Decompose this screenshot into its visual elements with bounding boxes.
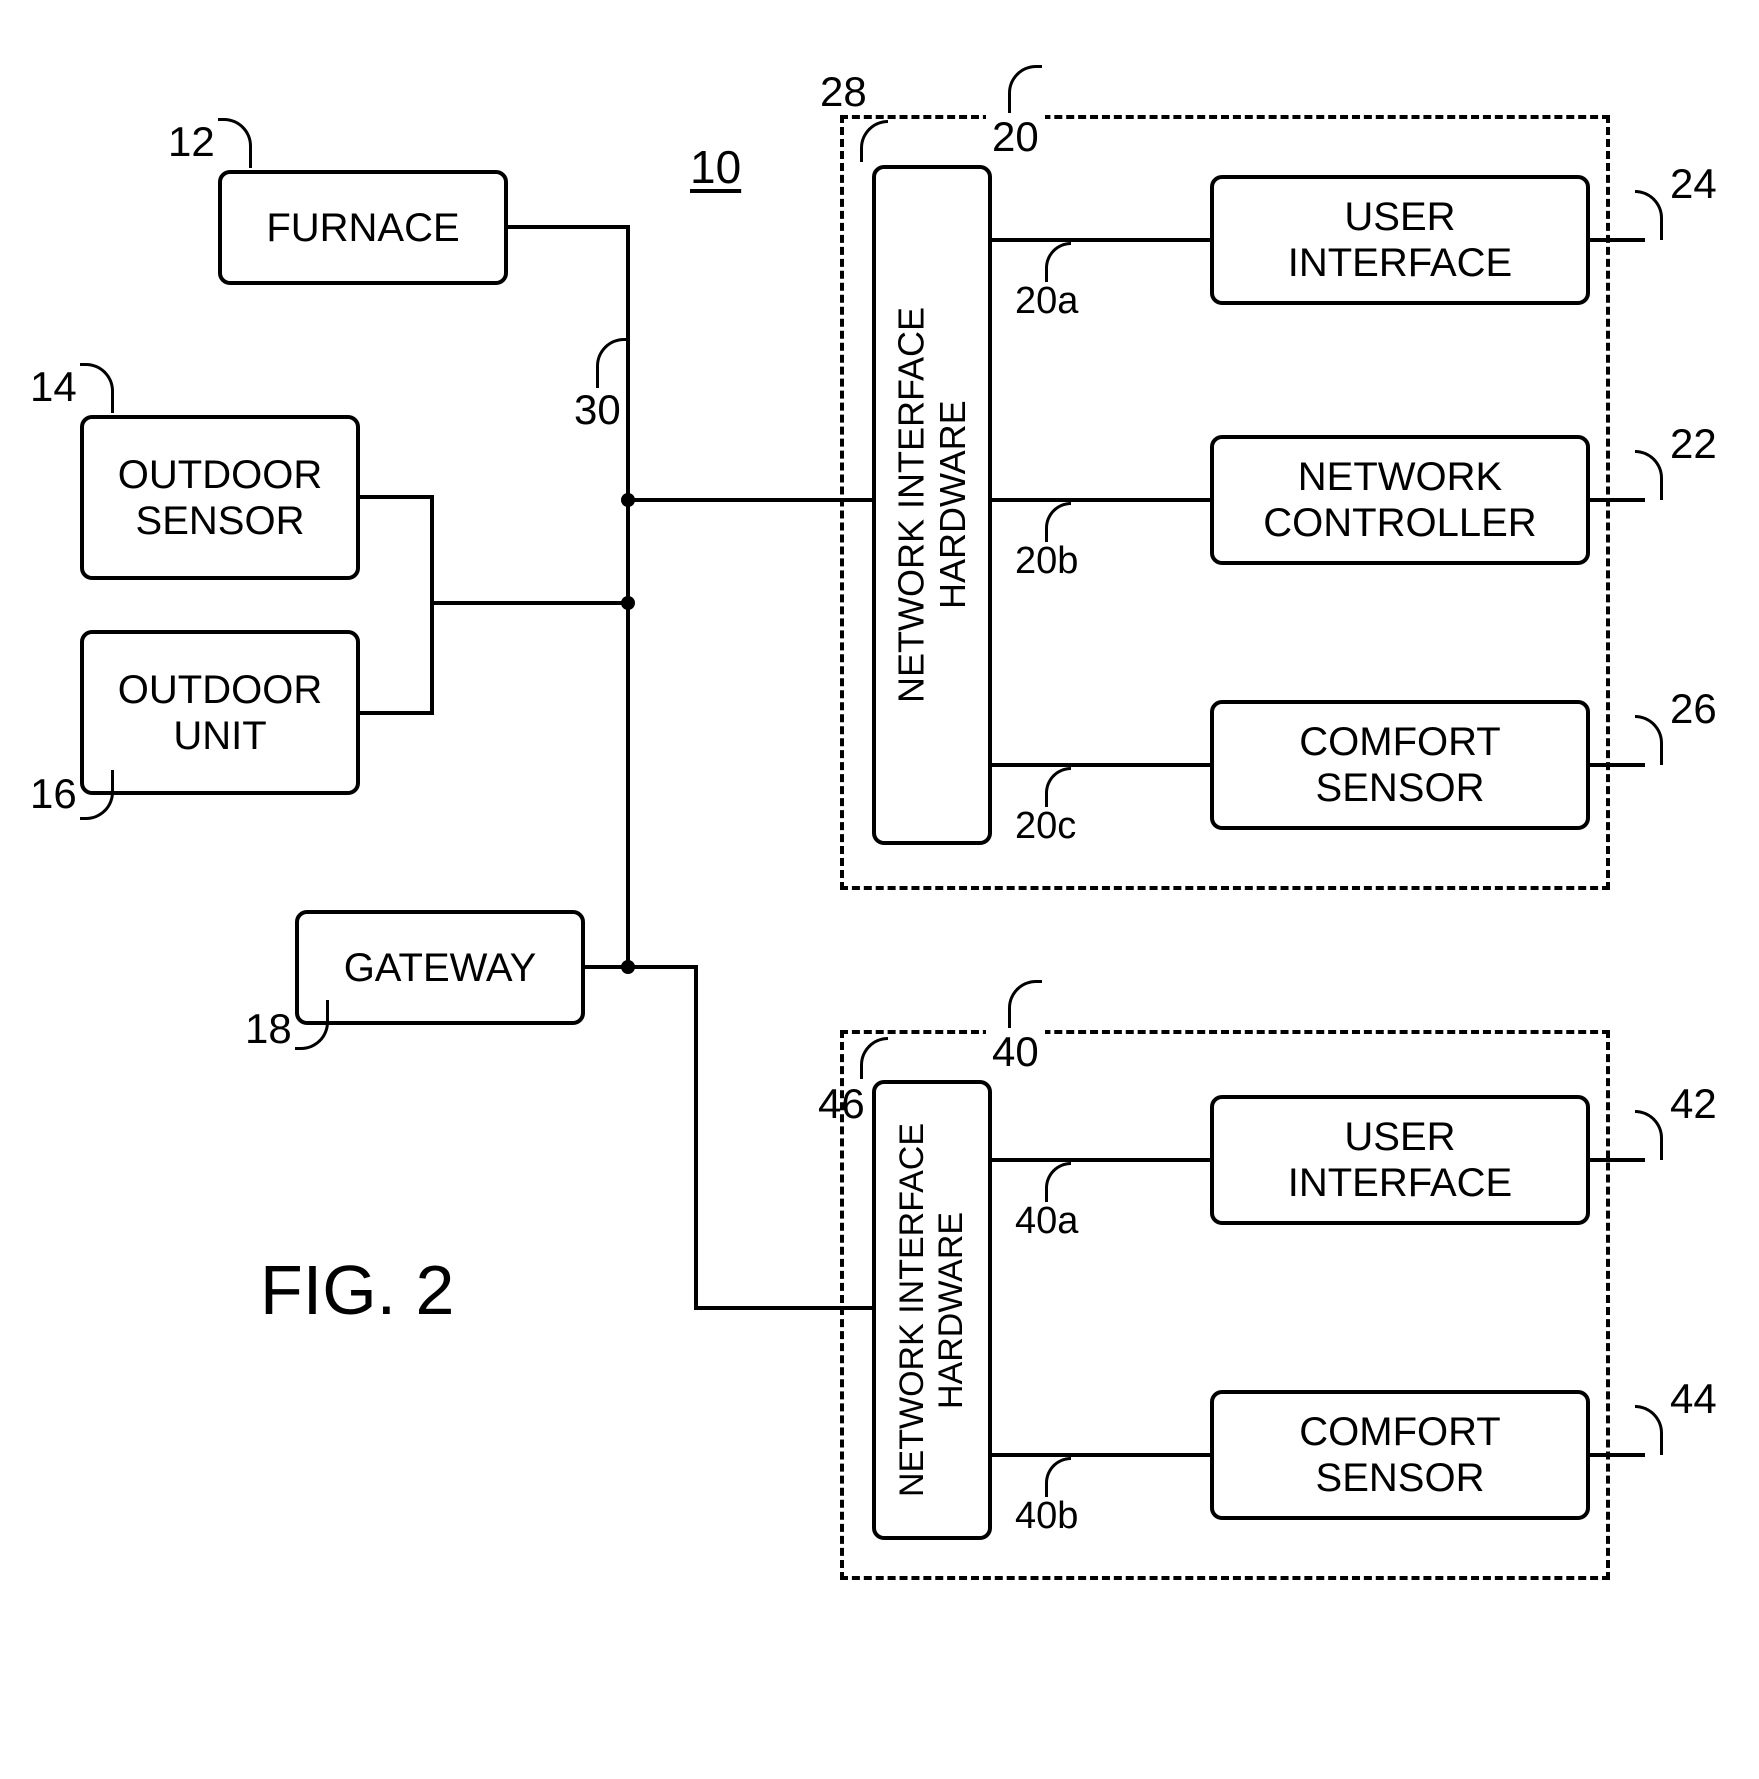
leader-20 (1008, 65, 1042, 115)
leader-14 (80, 363, 114, 413)
wire-outdoor-top (360, 495, 434, 499)
leader-18 (295, 1000, 329, 1050)
leader-26 (1635, 715, 1663, 765)
wire-outdoor-bus (430, 601, 630, 605)
leader-24 (1635, 190, 1663, 240)
leader-42 (1635, 1110, 1663, 1160)
wire-bus-ext-v (694, 965, 698, 1310)
wire-bus-nih20 (626, 498, 872, 502)
bus-dot-1 (621, 493, 635, 507)
ref-42: 42 (1670, 1080, 1717, 1128)
ref-28: 28 (820, 68, 867, 116)
ref-24: 24 (1670, 160, 1717, 208)
ref-18: 18 (245, 1005, 292, 1053)
ref-20b: 20b (1015, 540, 1078, 583)
comfort-sensor-26-box: COMFORT SENSOR (1210, 700, 1590, 830)
wire-outdoor-bot (360, 711, 434, 715)
wire-20a (992, 238, 1210, 242)
ref-20: 20 (986, 113, 1045, 161)
ref-26: 26 (1670, 685, 1717, 733)
leader-12 (218, 118, 252, 168)
leader-22 (1635, 450, 1663, 500)
wire-40b (992, 1453, 1210, 1457)
ref-46: 46 (818, 1080, 865, 1128)
wire-outdoor-vert (430, 495, 434, 715)
ref-10: 10 (690, 140, 741, 194)
leader-40 (1008, 980, 1042, 1030)
wire-furnace-bus (508, 225, 630, 229)
ref-22: 22 (1670, 420, 1717, 468)
leader-30 (596, 338, 630, 388)
ref-40: 40 (986, 1028, 1045, 1076)
wire-40a (992, 1158, 1210, 1162)
wire-bus-ext-h (626, 965, 698, 969)
network-controller-22-box: NETWORK CONTROLLER (1210, 435, 1590, 565)
gateway-box: GATEWAY (295, 910, 585, 1025)
ref-20c: 20c (1015, 805, 1076, 848)
outdoor-sensor-box: OUTDOOR SENSOR (80, 415, 360, 580)
ref-20a: 20a (1015, 280, 1078, 323)
furnace-box: FURNACE (218, 170, 508, 285)
nih-46-box: NETWORK INTERFACE HARDWARE (872, 1080, 992, 1540)
nih-28-box: NETWORK INTERFACE HARDWARE (872, 165, 992, 845)
outdoor-unit-box: OUTDOOR UNIT (80, 630, 360, 795)
comfort-sensor-44-box: COMFORT SENSOR (1210, 1390, 1590, 1520)
ref-16: 16 (30, 770, 77, 818)
wire-20c (992, 763, 1210, 767)
figure-label: FIG. 2 (260, 1250, 454, 1330)
bus-dot-2 (621, 596, 635, 610)
ref-44: 44 (1670, 1375, 1717, 1423)
wire-20b (992, 498, 1210, 502)
diagram-canvas: FURNACE 12 OUTDOOR SENSOR 14 OUTDOOR UNI… (0, 0, 1759, 1779)
ref-12: 12 (168, 118, 215, 166)
ref-40b: 40b (1015, 1495, 1078, 1538)
leader-44 (1635, 1405, 1663, 1455)
ref-14: 14 (30, 363, 77, 411)
user-interface-42-box: USER INTERFACE (1210, 1095, 1590, 1225)
leader-16 (80, 770, 114, 820)
ref-40a: 40a (1015, 1200, 1078, 1243)
ref-30: 30 (574, 386, 621, 434)
user-interface-24-box: USER INTERFACE (1210, 175, 1590, 305)
